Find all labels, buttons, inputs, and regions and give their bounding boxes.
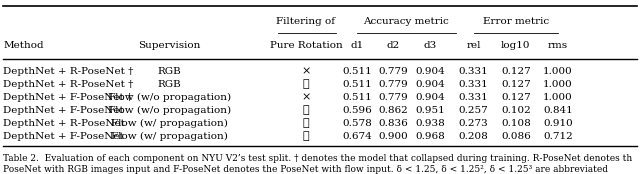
Text: 0.904: 0.904	[415, 66, 445, 76]
Text: 0.596: 0.596	[342, 106, 372, 115]
Text: 0.578: 0.578	[342, 119, 372, 128]
Text: 0.712: 0.712	[543, 132, 573, 141]
Text: Flow (w/o propagation): Flow (w/o propagation)	[108, 93, 231, 102]
Text: PoseNet with RGB images input and F-PoseNet denotes the PoseNet with flow input.: PoseNet with RGB images input and F-Pose…	[3, 165, 608, 174]
Text: 0.779: 0.779	[379, 93, 408, 102]
Text: 0.938: 0.938	[415, 119, 445, 128]
Text: 0.862: 0.862	[379, 106, 408, 115]
Text: 0.511: 0.511	[342, 93, 372, 102]
Text: d3: d3	[424, 41, 436, 50]
Text: 0.208: 0.208	[459, 132, 488, 141]
Text: Flow (w/o propagation): Flow (w/o propagation)	[108, 106, 231, 115]
Text: 0.127: 0.127	[501, 93, 531, 102]
Text: ×: ×	[301, 66, 310, 76]
Text: DepthNet + F-PoseNet †: DepthNet + F-PoseNet †	[3, 93, 132, 102]
Text: Filtering of: Filtering of	[276, 17, 335, 26]
Text: 0.331: 0.331	[459, 66, 488, 76]
Text: 0.841: 0.841	[543, 106, 573, 115]
Text: 0.904: 0.904	[415, 80, 445, 89]
Text: 0.273: 0.273	[459, 119, 488, 128]
Text: ✓: ✓	[303, 105, 309, 115]
Text: DepthNet + F-PoseNet: DepthNet + F-PoseNet	[3, 132, 124, 141]
Text: 0.127: 0.127	[501, 80, 531, 89]
Text: log10: log10	[501, 41, 531, 50]
Text: 0.257: 0.257	[459, 106, 488, 115]
Text: Table 2.  Evaluation of each component on NYU V2’s test split. † denotes the mod: Table 2. Evaluation of each component on…	[3, 155, 632, 163]
Text: d1: d1	[351, 41, 364, 50]
Text: 0.779: 0.779	[379, 80, 408, 89]
Text: Error metric: Error metric	[483, 17, 549, 26]
Text: ×: ×	[301, 92, 310, 102]
Text: DepthNet + R-PoseNet †: DepthNet + R-PoseNet †	[3, 80, 134, 89]
Text: 0.086: 0.086	[501, 132, 531, 141]
Text: ✓: ✓	[303, 79, 309, 89]
Text: 1.000: 1.000	[543, 66, 573, 76]
Text: 0.900: 0.900	[379, 132, 408, 141]
Text: 0.331: 0.331	[459, 80, 488, 89]
Text: 0.968: 0.968	[415, 132, 445, 141]
Text: 0.127: 0.127	[501, 66, 531, 76]
Text: d2: d2	[387, 41, 400, 50]
Text: RGB: RGB	[157, 80, 182, 89]
Text: RGB: RGB	[157, 66, 182, 76]
Text: Flow (w/ propagation): Flow (w/ propagation)	[111, 119, 228, 128]
Text: Pure Rotation: Pure Rotation	[269, 41, 342, 50]
Text: 0.910: 0.910	[543, 119, 573, 128]
Text: ✓: ✓	[303, 118, 309, 128]
Text: 1.000: 1.000	[543, 80, 573, 89]
Text: Flow (w/ propagation): Flow (w/ propagation)	[111, 132, 228, 141]
Text: 0.779: 0.779	[379, 66, 408, 76]
Text: 0.511: 0.511	[342, 66, 372, 76]
Text: Method: Method	[3, 41, 44, 50]
Text: DepthNet + R-PoseNet: DepthNet + R-PoseNet	[3, 119, 125, 128]
Text: 0.904: 0.904	[415, 93, 445, 102]
Text: rel: rel	[467, 41, 481, 50]
Text: Accuracy metric: Accuracy metric	[364, 17, 449, 26]
Text: 0.951: 0.951	[415, 106, 445, 115]
Text: 0.331: 0.331	[459, 93, 488, 102]
Text: 0.102: 0.102	[501, 106, 531, 115]
Text: DepthNet + F-PoseNet: DepthNet + F-PoseNet	[3, 106, 124, 115]
Text: 0.511: 0.511	[342, 80, 372, 89]
Text: 0.108: 0.108	[501, 119, 531, 128]
Text: DepthNet + R-PoseNet †: DepthNet + R-PoseNet †	[3, 66, 134, 76]
Text: 1.000: 1.000	[543, 93, 573, 102]
Text: 0.674: 0.674	[342, 132, 372, 141]
Text: ✓: ✓	[303, 131, 309, 141]
Text: rms: rms	[548, 41, 568, 50]
Text: Supervision: Supervision	[138, 41, 201, 50]
Text: 0.836: 0.836	[379, 119, 408, 128]
